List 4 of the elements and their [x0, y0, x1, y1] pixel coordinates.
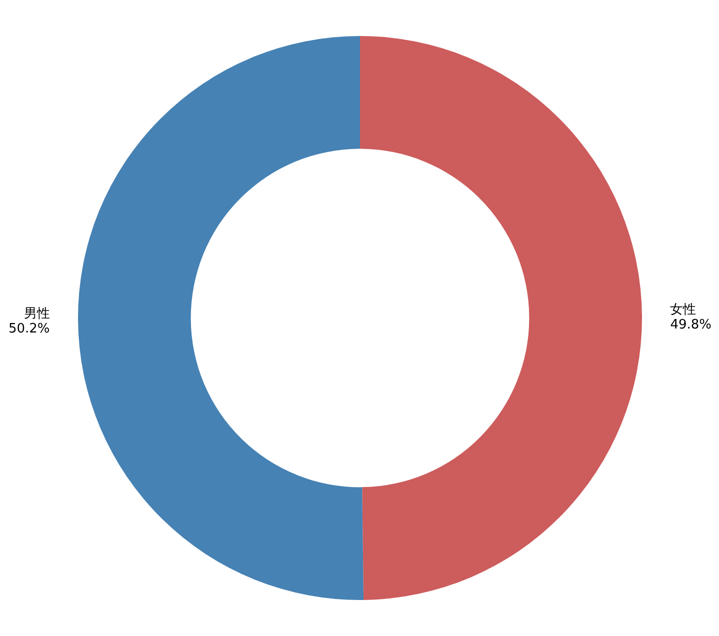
slice-label: 男性 — [24, 306, 50, 322]
data-label: 49.8% — [670, 318, 712, 333]
slice-label: 女性 — [670, 302, 696, 318]
data-label: 50.2% — [8, 321, 50, 336]
